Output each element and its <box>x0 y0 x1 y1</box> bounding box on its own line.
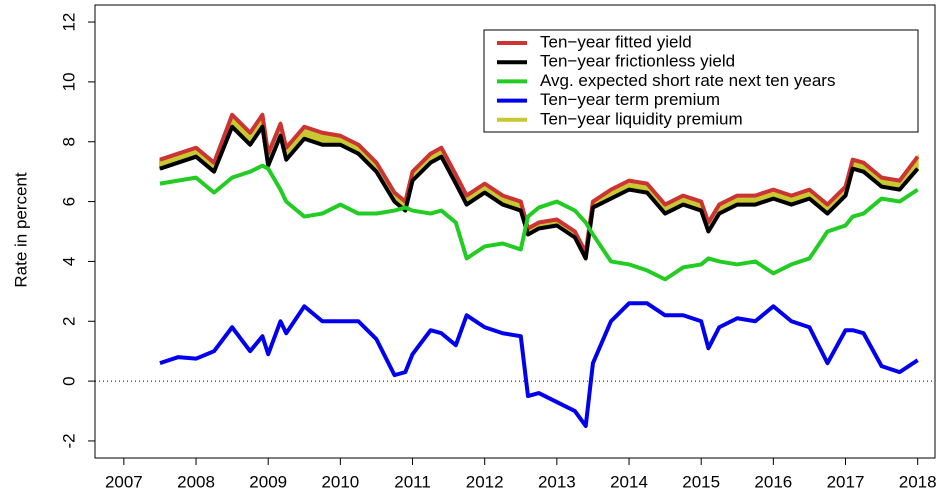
y-tick-label: 8 <box>59 137 78 146</box>
x-tick-label: 2015 <box>682 472 720 491</box>
y-tick-label: 4 <box>59 257 78 266</box>
legend-label: Ten−year liquidity premium <box>540 109 743 128</box>
x-tick-label: 2008 <box>177 472 215 491</box>
legend-label: Ten−year fitted yield <box>540 32 692 51</box>
legend-label: Ten−year term premium <box>540 90 720 109</box>
legend-label: Ten−year frictionless yield <box>540 52 735 71</box>
x-tick-label: 2012 <box>466 472 504 491</box>
x-tick-label: 2010 <box>321 472 359 491</box>
series-line <box>159 112 920 255</box>
x-tick-label: 2011 <box>394 472 431 491</box>
y-tick-label: 2 <box>59 317 78 326</box>
series-line <box>159 301 919 428</box>
x-tick-label: 2009 <box>249 472 287 491</box>
x-tick-label: 2013 <box>538 472 576 491</box>
y-tick-label: 12 <box>59 13 78 32</box>
series-line <box>159 124 920 261</box>
x-tick-label: 2017 <box>827 472 865 491</box>
y-tick-label: 10 <box>59 72 78 91</box>
y-tick-label: 0 <box>59 376 78 385</box>
legend-box <box>483 29 919 133</box>
x-tick-label: 2016 <box>754 472 792 491</box>
y-tick-label: 6 <box>59 197 78 206</box>
y-axis-label: Rate in percent <box>11 172 30 288</box>
legend-label: Avg. expected short rate next ten years <box>540 71 835 90</box>
x-tick-label: 2014 <box>610 472 648 491</box>
x-tick-label: 2018 <box>899 472 937 491</box>
y-tick-label: -2 <box>59 433 78 448</box>
plot-frame <box>94 4 936 459</box>
x-tick-label: 2007 <box>105 472 143 491</box>
series-line <box>159 163 919 282</box>
